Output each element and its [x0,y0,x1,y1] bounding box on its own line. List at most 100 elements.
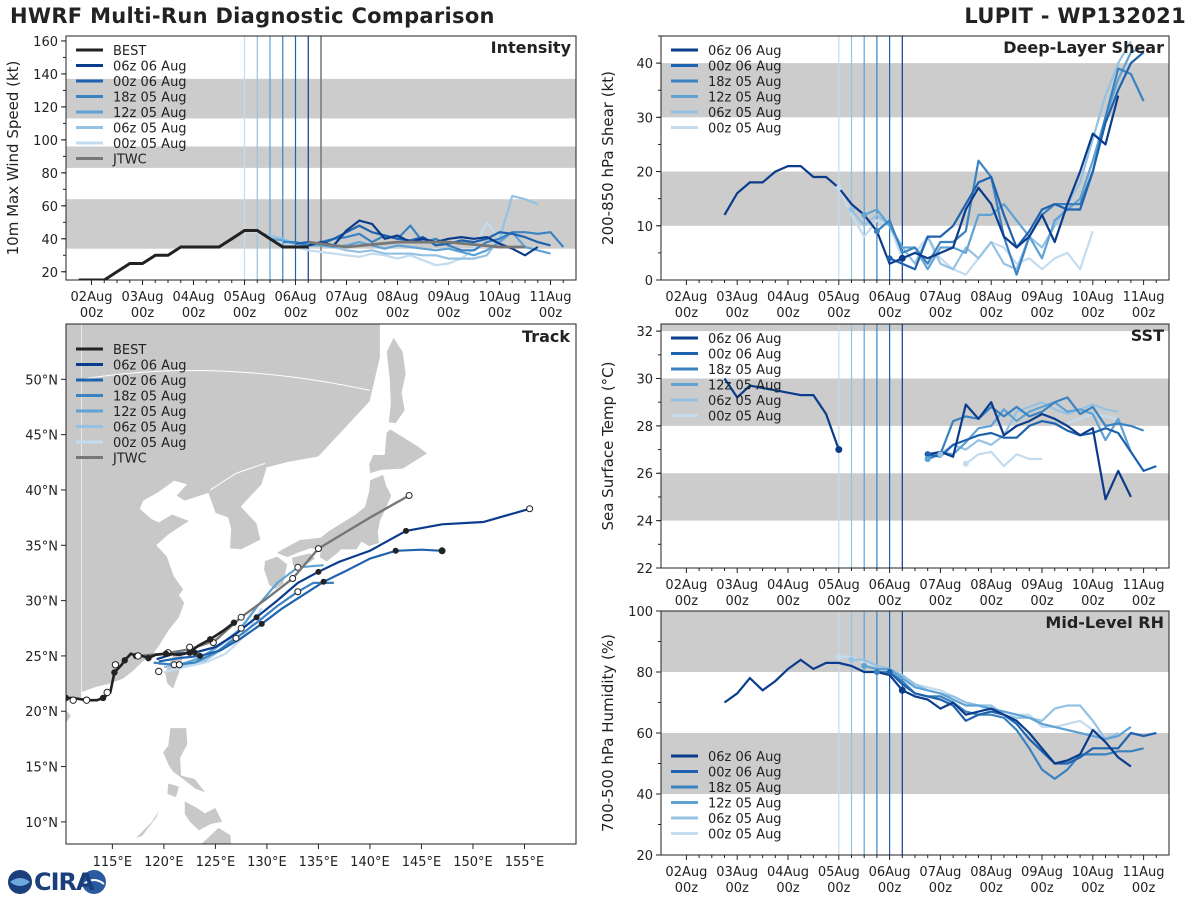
rh-xtick-day: 07Aug [919,865,961,880]
shear-xtick-day: 06Aug [869,290,911,305]
sst-xtick-hour: 00z [675,594,699,609]
shear-xtick-hour: 00z [675,306,699,321]
intensity-ytick-label: 140 [33,68,58,83]
sakhalin [386,336,407,424]
honshu [275,474,392,563]
track-legend-label: JTWC [112,452,147,467]
shear-start-marker [899,255,906,262]
intensity-ytick-label: 120 [33,101,58,116]
intensity-ytick-label: 100 [33,134,58,149]
rh-start-marker [835,653,842,660]
sst-xtick-day: 04Aug [767,578,809,593]
track-ytick-label: 20°N [25,705,58,720]
luzon [162,727,208,794]
shear-start-marker [835,184,842,191]
jtwc-track-point [289,574,297,582]
sst-series-line [939,401,1119,456]
shear-legend-label: 06z 05 Aug [708,106,782,121]
track-legend-label: 06z 05 Aug [113,421,187,436]
shear-xtick-day: 09Aug [1021,290,1063,305]
sst-legend-label: 18z 05 Aug [708,363,782,378]
shear-xtick-hour: 00z [878,306,902,321]
track-point-open [175,661,183,669]
jtwc-track-point [237,613,245,621]
shear-xtick-day: 02Aug [665,290,707,305]
track-point-filled [258,620,265,627]
best-track-point [186,649,193,656]
shear-start-marker [848,206,855,213]
sst-legend-label: 12z 05 Aug [708,379,782,394]
intensity-legend-label: JTWC [112,153,147,168]
track-point-filled [392,547,399,554]
shear-series-line [901,95,1120,260]
best-track-open-point [69,696,77,704]
shear-best-line [723,165,903,266]
intensity-xtick-hour: 00z [131,306,155,321]
track-map-area [66,324,576,844]
sst-xtick-day: 10Aug [1072,578,1114,593]
shear-xtick-hour: 00z [1030,306,1054,321]
intensity-xtick-day: 02Aug [71,290,113,305]
track-series-line [163,607,263,674]
shear-xtick-day: 11Aug [1123,290,1165,305]
rh-band [661,733,1169,794]
track-point-filled [403,527,409,534]
intensity-xtick-day: 03Aug [122,290,164,305]
rh-start-marker [848,656,855,663]
best-track-point [121,657,128,664]
sst-ytick-label: 30 [636,372,653,387]
shear-legend-label: 00z 06 Aug [708,60,782,75]
intensity-ytick-label: 20 [41,266,58,281]
intensity-xtick-hour: 00z [386,306,410,321]
sst-legend-label: 06z 06 Aug [708,332,782,347]
track-ytick-label: 50°N [25,373,58,388]
rh-xtick-hour: 00z [929,881,953,896]
rh-xtick-hour: 00z [726,881,750,896]
sst-legend-label: 00z 06 Aug [708,348,782,363]
intensity-xtick-day: 04Aug [173,290,215,305]
shear-xtick-hour: 00z [776,306,800,321]
rh-series-line [863,664,1132,741]
rh-xtick-day: 06Aug [869,865,911,880]
shear-ytick-label: 20 [636,166,653,181]
sst-xtick-hour: 00z [1081,594,1105,609]
sst-panel-title: SST [1131,326,1164,345]
track-xtick-label: 140°E [350,855,390,870]
track-ytick-label: 10°N [25,816,58,831]
shear-xtick-hour: 00z [980,306,1004,321]
track-legend-label: 06z 06 Aug [113,359,187,374]
intensity-legend-label: 00z 06 Aug [113,75,187,90]
sst-series-line [927,401,1132,501]
track-xtick-label: 130°E [247,855,287,870]
sst-ytick-label: 26 [636,467,653,482]
jtwc-track-point [314,545,322,553]
sst-ytick-label: 28 [636,420,653,435]
sst-start-marker [962,460,969,467]
rh-xtick-hour: 00z [1132,881,1156,896]
sst-ytick-label: 22 [636,562,653,577]
track-ytick-label: 15°N [25,761,58,776]
track-ytick-label: 35°N [25,539,58,554]
rh-ytick-label: 100 [628,605,653,620]
sst-legend-label: 00z 05 Aug [708,410,782,425]
rh-xtick-day: 10Aug [1072,865,1114,880]
track-xtick-label: 150°E [453,855,493,870]
sst-xtick-hour: 00z [1132,594,1156,609]
sst-xtick-day: 06Aug [869,578,911,593]
sst-band [661,473,1169,521]
best-track-point [230,619,238,626]
rh-xtick-hour: 00z [675,881,699,896]
jtwc-track-line [137,494,410,658]
rh-ytick-label: 60 [636,727,653,742]
best-track-open-point [155,667,163,676]
intensity-xtick-day: 06Aug [275,290,317,305]
rh-legend-label: 06z 06 Aug [708,750,782,765]
sst-series-line [927,420,1157,472]
sst-panel: 22242628303202Aug00z03Aug00z04Aug00z05Au… [599,323,1170,609]
shear-xtick-day: 08Aug [970,290,1012,305]
track-ytick-label: 30°N [25,595,58,610]
track-xtick-label: 125°E [196,855,236,870]
mainland-west [66,324,82,701]
shear-band [661,171,1169,226]
